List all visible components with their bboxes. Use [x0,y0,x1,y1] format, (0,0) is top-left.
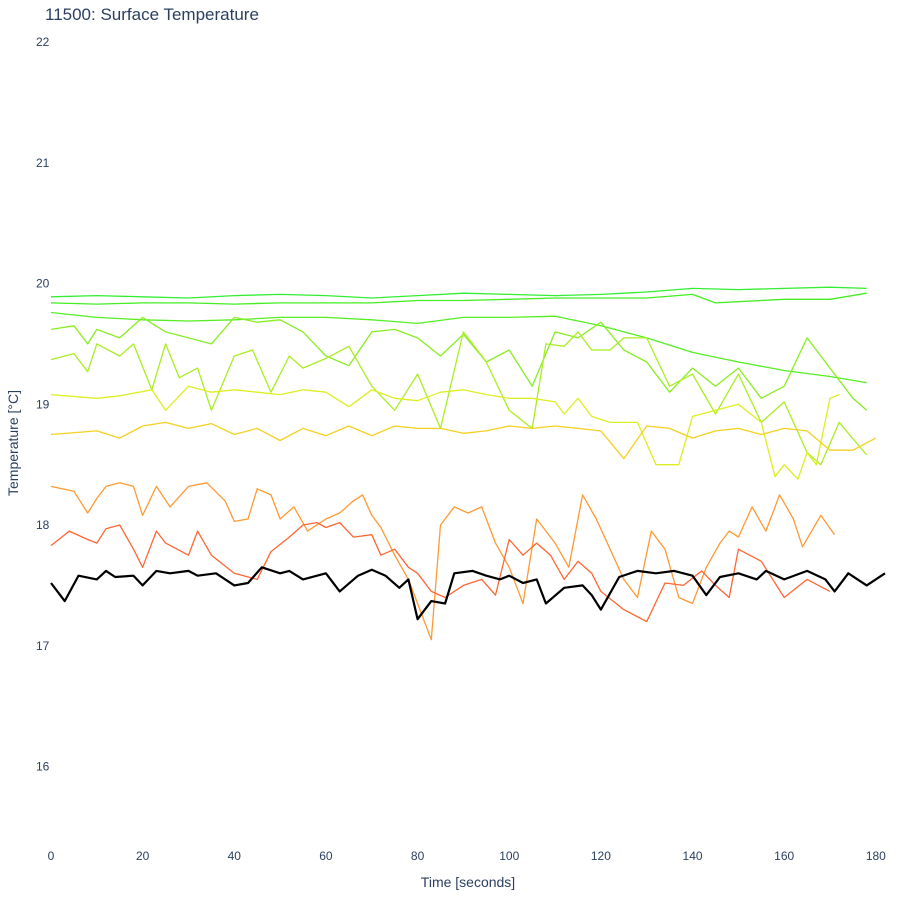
series-line-6 [50,385,840,480]
x-tick-label: 20 [136,849,150,863]
x-tick-label: 140 [683,849,703,863]
series-line-7 [50,421,877,460]
series-line-5 [50,331,868,466]
x-axis-ticks: 0 20 40 60 80 100 120 140 160 180 [48,849,887,863]
y-tick-label: 22 [36,35,50,49]
y-tick-label: 16 [36,760,50,774]
x-tick-label: 100 [499,849,519,863]
x-tick-label: 180 [866,849,886,863]
y-tick-label: 19 [36,397,50,411]
series-line-1 [50,286,867,299]
y-axis-title: Temperature [°C] [5,390,21,496]
series-line-8 [50,482,836,641]
y-tick-label: 20 [36,277,50,291]
x-tick-label: 60 [319,849,333,863]
x-tick-label: 0 [48,849,55,863]
y-tick-label: 18 [36,518,50,532]
y-axis-ticks: 16 17 18 19 20 21 22 [36,35,50,773]
x-axis-title: Time [seconds] [421,874,515,890]
series-line-9 [50,521,831,623]
series-line-10 [50,566,886,621]
series-line-3 [50,311,867,384]
y-tick-label: 17 [36,639,50,653]
chart-title: 11500: Surface Temperature [45,5,259,24]
x-tick-label: 80 [411,849,425,863]
plot-area [50,286,886,641]
x-tick-label: 160 [774,849,794,863]
y-tick-label: 21 [36,156,50,170]
series-line-2 [50,292,867,305]
x-tick-label: 40 [228,849,242,863]
series-line-4 [50,316,868,411]
x-tick-label: 120 [591,849,611,863]
